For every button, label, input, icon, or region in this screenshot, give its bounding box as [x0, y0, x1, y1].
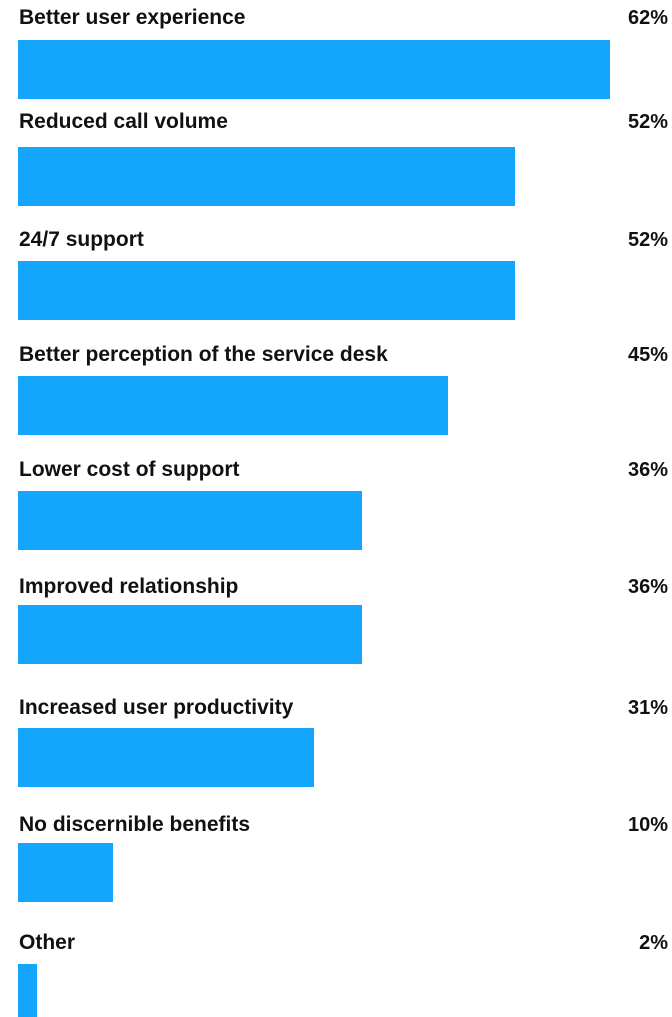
bar — [18, 40, 610, 99]
category-label: No discernible benefits — [19, 813, 251, 836]
category-label: Better perception of the service desk — [19, 343, 388, 366]
bar — [18, 376, 448, 435]
category-label: Better user experience — [19, 6, 246, 29]
value-label: 62% — [627, 7, 668, 29]
category-label: Increased user productivity — [19, 696, 294, 719]
bar — [18, 964, 37, 1017]
value-label: 45% — [627, 344, 668, 366]
value-label: 36% — [627, 459, 668, 481]
value-label: 52% — [627, 111, 668, 133]
value-label: 31% — [627, 697, 668, 719]
bar — [18, 261, 515, 320]
value-label: 52% — [627, 229, 668, 251]
bar — [18, 491, 362, 550]
category-label: Reduced call volume — [19, 110, 228, 133]
bar — [18, 843, 113, 902]
category-label: Lower cost of support — [19, 458, 240, 481]
value-label: 2% — [639, 932, 668, 954]
value-label: 36% — [627, 576, 668, 598]
bar — [18, 605, 362, 664]
category-label: Improved relationship — [19, 575, 239, 598]
value-label: 10% — [627, 814, 668, 836]
category-label: Other — [19, 931, 76, 954]
category-label: 24/7 support — [19, 228, 144, 251]
bar — [18, 147, 515, 206]
bar — [18, 728, 314, 787]
